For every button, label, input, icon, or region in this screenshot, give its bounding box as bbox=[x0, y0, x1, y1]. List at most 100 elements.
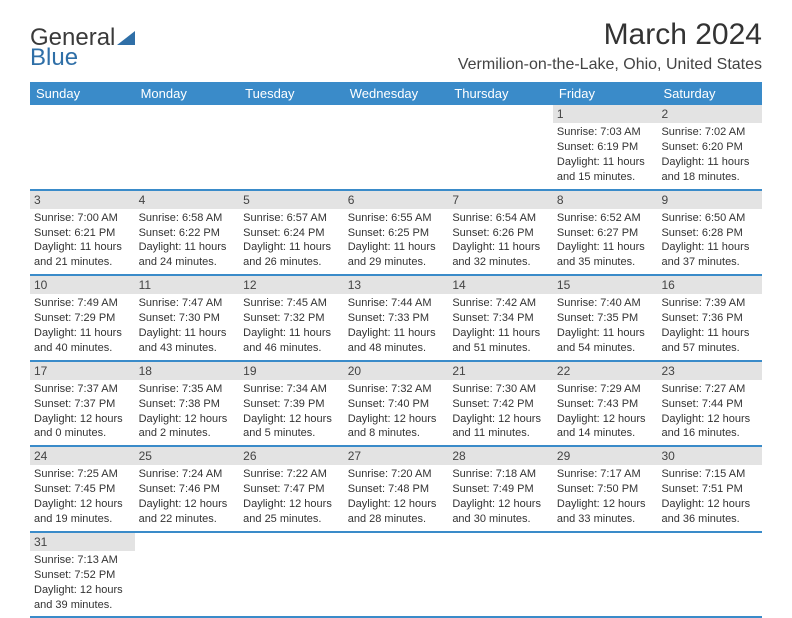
day-number: 19 bbox=[239, 362, 344, 380]
day-details: Sunrise: 7:42 AMSunset: 7:34 PMDaylight:… bbox=[448, 294, 553, 359]
sunset-label: Sunset: 7:49 PM bbox=[452, 482, 549, 497]
daylight-label: Daylight: 12 hours and 22 minutes. bbox=[139, 497, 236, 527]
day-details: Sunrise: 7:47 AMSunset: 7:30 PMDaylight:… bbox=[135, 294, 240, 359]
day-details: Sunrise: 7:20 AMSunset: 7:48 PMDaylight:… bbox=[344, 465, 449, 530]
day-details: Sunrise: 7:39 AMSunset: 7:36 PMDaylight:… bbox=[657, 294, 762, 359]
day-details: Sunrise: 7:25 AMSunset: 7:45 PMDaylight:… bbox=[30, 465, 135, 530]
day-details: Sunrise: 7:32 AMSunset: 7:40 PMDaylight:… bbox=[344, 380, 449, 445]
day-cell bbox=[135, 533, 240, 617]
sunrise-label: Sunrise: 7:24 AM bbox=[139, 467, 236, 482]
sunrise-label: Sunrise: 7:02 AM bbox=[661, 125, 758, 140]
sunrise-label: Sunrise: 7:22 AM bbox=[243, 467, 340, 482]
day-number: 24 bbox=[30, 447, 135, 465]
weekday-label: Monday bbox=[135, 82, 240, 105]
day-cell: 21Sunrise: 7:30 AMSunset: 7:42 PMDayligh… bbox=[448, 362, 553, 446]
calendar-weeks: 1Sunrise: 7:03 AMSunset: 6:19 PMDaylight… bbox=[30, 105, 762, 618]
weekday-header-row: SundayMondayTuesdayWednesdayThursdayFrid… bbox=[30, 82, 762, 105]
weekday-label: Friday bbox=[553, 82, 658, 105]
day-cell bbox=[448, 533, 553, 617]
day-cell: 28Sunrise: 7:18 AMSunset: 7:49 PMDayligh… bbox=[448, 447, 553, 531]
day-cell bbox=[553, 533, 658, 617]
day-details: Sunrise: 7:17 AMSunset: 7:50 PMDaylight:… bbox=[553, 465, 658, 530]
day-cell bbox=[344, 533, 449, 617]
day-details: Sunrise: 7:30 AMSunset: 7:42 PMDaylight:… bbox=[448, 380, 553, 445]
day-cell: 1Sunrise: 7:03 AMSunset: 6:19 PMDaylight… bbox=[553, 105, 658, 189]
day-cell bbox=[344, 105, 449, 189]
day-cell bbox=[30, 105, 135, 189]
day-details: Sunrise: 6:54 AMSunset: 6:26 PMDaylight:… bbox=[448, 209, 553, 274]
day-cell: 3Sunrise: 7:00 AMSunset: 6:21 PMDaylight… bbox=[30, 191, 135, 275]
sunset-label: Sunset: 7:30 PM bbox=[139, 311, 236, 326]
day-number: 22 bbox=[553, 362, 658, 380]
day-cell bbox=[657, 533, 762, 617]
sunset-label: Sunset: 6:20 PM bbox=[661, 140, 758, 155]
sunrise-label: Sunrise: 7:27 AM bbox=[661, 382, 758, 397]
day-cell: 27Sunrise: 7:20 AMSunset: 7:48 PMDayligh… bbox=[344, 447, 449, 531]
sunset-label: Sunset: 7:44 PM bbox=[661, 397, 758, 412]
sunrise-label: Sunrise: 7:03 AM bbox=[557, 125, 654, 140]
daylight-label: Daylight: 11 hours and 37 minutes. bbox=[661, 240, 758, 270]
sunrise-label: Sunrise: 6:50 AM bbox=[661, 211, 758, 226]
daylight-label: Daylight: 12 hours and 30 minutes. bbox=[452, 497, 549, 527]
day-details: Sunrise: 7:13 AMSunset: 7:52 PMDaylight:… bbox=[30, 551, 135, 616]
daylight-label: Daylight: 11 hours and 26 minutes. bbox=[243, 240, 340, 270]
daylight-label: Daylight: 12 hours and 8 minutes. bbox=[348, 412, 445, 442]
sunrise-label: Sunrise: 7:34 AM bbox=[243, 382, 340, 397]
daylight-label: Daylight: 11 hours and 32 minutes. bbox=[452, 240, 549, 270]
day-number: 10 bbox=[30, 276, 135, 294]
day-cell: 11Sunrise: 7:47 AMSunset: 7:30 PMDayligh… bbox=[135, 276, 240, 360]
sunrise-label: Sunrise: 7:13 AM bbox=[34, 553, 131, 568]
sunset-label: Sunset: 6:27 PM bbox=[557, 226, 654, 241]
day-cell: 29Sunrise: 7:17 AMSunset: 7:50 PMDayligh… bbox=[553, 447, 658, 531]
day-number: 12 bbox=[239, 276, 344, 294]
day-number: 31 bbox=[30, 533, 135, 551]
day-cell: 22Sunrise: 7:29 AMSunset: 7:43 PMDayligh… bbox=[553, 362, 658, 446]
day-details: Sunrise: 7:40 AMSunset: 7:35 PMDaylight:… bbox=[553, 294, 658, 359]
day-details: Sunrise: 7:18 AMSunset: 7:49 PMDaylight:… bbox=[448, 465, 553, 530]
sunrise-label: Sunrise: 7:42 AM bbox=[452, 296, 549, 311]
daylight-label: Daylight: 11 hours and 24 minutes. bbox=[139, 240, 236, 270]
daylight-label: Daylight: 11 hours and 48 minutes. bbox=[348, 326, 445, 356]
day-number: 25 bbox=[135, 447, 240, 465]
daylight-label: Daylight: 12 hours and 5 minutes. bbox=[243, 412, 340, 442]
daylight-label: Daylight: 11 hours and 51 minutes. bbox=[452, 326, 549, 356]
sunrise-label: Sunrise: 7:45 AM bbox=[243, 296, 340, 311]
week-row: 1Sunrise: 7:03 AMSunset: 6:19 PMDaylight… bbox=[30, 105, 762, 191]
day-number: 13 bbox=[344, 276, 449, 294]
sunset-label: Sunset: 7:36 PM bbox=[661, 311, 758, 326]
day-cell: 17Sunrise: 7:37 AMSunset: 7:37 PMDayligh… bbox=[30, 362, 135, 446]
daylight-label: Daylight: 11 hours and 43 minutes. bbox=[139, 326, 236, 356]
day-cell: 16Sunrise: 7:39 AMSunset: 7:36 PMDayligh… bbox=[657, 276, 762, 360]
day-cell: 9Sunrise: 6:50 AMSunset: 6:28 PMDaylight… bbox=[657, 191, 762, 275]
sunset-label: Sunset: 7:39 PM bbox=[243, 397, 340, 412]
day-number: 5 bbox=[239, 191, 344, 209]
sunset-label: Sunset: 7:42 PM bbox=[452, 397, 549, 412]
week-row: 24Sunrise: 7:25 AMSunset: 7:45 PMDayligh… bbox=[30, 447, 762, 533]
day-cell: 5Sunrise: 6:57 AMSunset: 6:24 PMDaylight… bbox=[239, 191, 344, 275]
sunset-label: Sunset: 7:46 PM bbox=[139, 482, 236, 497]
sunrise-label: Sunrise: 7:35 AM bbox=[139, 382, 236, 397]
daylight-label: Daylight: 12 hours and 39 minutes. bbox=[34, 583, 131, 613]
sunset-label: Sunset: 7:38 PM bbox=[139, 397, 236, 412]
day-number: 23 bbox=[657, 362, 762, 380]
weekday-label: Saturday bbox=[657, 82, 762, 105]
day-number: 21 bbox=[448, 362, 553, 380]
logo-sail-icon bbox=[117, 31, 135, 45]
day-number: 15 bbox=[553, 276, 658, 294]
sunset-label: Sunset: 6:24 PM bbox=[243, 226, 340, 241]
day-cell: 15Sunrise: 7:40 AMSunset: 7:35 PMDayligh… bbox=[553, 276, 658, 360]
sunset-label: Sunset: 7:50 PM bbox=[557, 482, 654, 497]
daylight-label: Daylight: 12 hours and 2 minutes. bbox=[139, 412, 236, 442]
day-details: Sunrise: 6:55 AMSunset: 6:25 PMDaylight:… bbox=[344, 209, 449, 274]
sunrise-label: Sunrise: 7:00 AM bbox=[34, 211, 131, 226]
sunset-label: Sunset: 7:47 PM bbox=[243, 482, 340, 497]
day-cell bbox=[239, 533, 344, 617]
day-details: Sunrise: 7:37 AMSunset: 7:37 PMDaylight:… bbox=[30, 380, 135, 445]
day-details: Sunrise: 7:02 AMSunset: 6:20 PMDaylight:… bbox=[657, 123, 762, 188]
sunrise-label: Sunrise: 6:52 AM bbox=[557, 211, 654, 226]
day-cell: 23Sunrise: 7:27 AMSunset: 7:44 PMDayligh… bbox=[657, 362, 762, 446]
sunset-label: Sunset: 7:51 PM bbox=[661, 482, 758, 497]
sunset-label: Sunset: 7:35 PM bbox=[557, 311, 654, 326]
day-number: 4 bbox=[135, 191, 240, 209]
sunset-label: Sunset: 7:48 PM bbox=[348, 482, 445, 497]
